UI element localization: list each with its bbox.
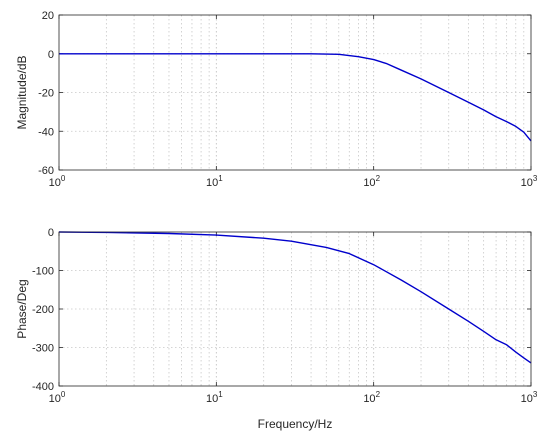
x-tick-label: 103 xyxy=(521,390,538,405)
y-tick-label: -400 xyxy=(32,381,54,393)
x-tick-base: 10 xyxy=(206,177,218,189)
x-tick-exponent: 3 xyxy=(533,390,538,399)
y-axis-label: Phase/Deg xyxy=(15,279,29,338)
y-axis-label: Magnitude/dB xyxy=(15,55,29,129)
series-line xyxy=(59,53,532,142)
x-tick-label: 100 xyxy=(49,174,66,189)
series-line xyxy=(58,231,532,364)
x-tick-base: 10 xyxy=(363,393,375,405)
x-tick-exponent: 0 xyxy=(61,174,66,183)
x-tick-base: 10 xyxy=(49,393,61,405)
y-tick-label: 0 xyxy=(48,227,54,239)
x-tick-base: 10 xyxy=(206,393,218,405)
x-tick-label: 101 xyxy=(206,390,223,405)
y-tick-label: -200 xyxy=(32,304,54,316)
x-tick-base: 10 xyxy=(521,177,533,189)
x-tick-base: 10 xyxy=(49,177,61,189)
x-axis-label: Frequency/Hz xyxy=(258,417,333,431)
x-tick-label: 101 xyxy=(206,174,223,189)
x-tick-exponent: 0 xyxy=(61,390,66,399)
plot-frame xyxy=(58,231,532,387)
y-tick-label: -20 xyxy=(38,88,54,100)
x-tick-base: 10 xyxy=(363,177,375,189)
x-tick-exponent: 1 xyxy=(218,390,223,399)
x-tick-exponent: 1 xyxy=(218,174,223,183)
x-tick-label: 103 xyxy=(521,174,538,189)
x-tick-label: 102 xyxy=(363,390,380,405)
x-tick-exponent: 3 xyxy=(533,174,538,183)
x-tick-label: 100 xyxy=(49,390,66,405)
x-tick-label: 102 xyxy=(363,174,380,189)
y-tick-label: -100 xyxy=(32,266,54,278)
x-tick-exponent: 2 xyxy=(376,174,381,183)
y-tick-label: 0 xyxy=(48,49,54,61)
x-tick-base: 10 xyxy=(521,393,533,405)
plot-frame xyxy=(58,14,532,171)
y-tick-label: -60 xyxy=(38,165,54,177)
y-tick-label: -40 xyxy=(38,126,54,138)
y-tick-label: -300 xyxy=(32,343,54,355)
x-tick-exponent: 2 xyxy=(376,390,381,399)
y-tick-label: 20 xyxy=(42,10,54,22)
